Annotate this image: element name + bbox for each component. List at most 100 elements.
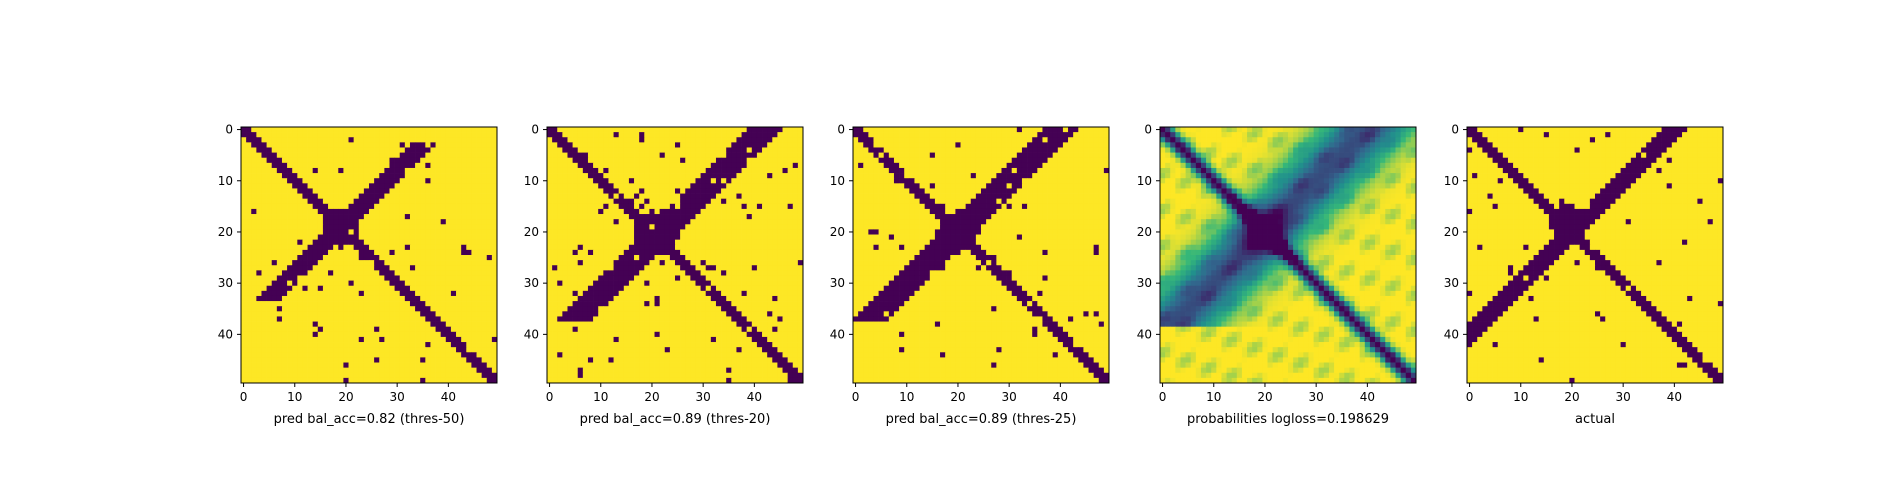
heatmap-cell (266, 203, 273, 210)
heatmap-cell (297, 229, 303, 235)
heatmap-cell (767, 280, 773, 287)
heatmap-cell (767, 208, 773, 215)
heatmap-cell (399, 295, 406, 302)
heatmap-cell (634, 127, 640, 133)
heatmap-cell (276, 265, 283, 271)
heatmap-cell (343, 249, 349, 256)
heatmap-cell (782, 188, 788, 194)
heatmap-cell (797, 127, 804, 133)
heatmap-cell (572, 178, 579, 184)
heatmap-cell (782, 342, 788, 348)
heatmap-cell (690, 229, 696, 235)
heatmap-cell (471, 183, 477, 189)
heatmap-cell (736, 132, 742, 138)
heatmap-cell (547, 295, 553, 302)
heatmap-cell (425, 270, 431, 276)
heatmap-cell (654, 367, 660, 374)
heatmap-cell (710, 203, 717, 210)
heatmap-cell (721, 173, 727, 179)
heatmap-cell (374, 265, 380, 271)
heatmap-cell (343, 147, 349, 153)
heatmap-cell (797, 342, 804, 348)
heatmap-cell (471, 342, 477, 348)
heatmap-cell (552, 255, 558, 261)
heatmap-cell (241, 255, 247, 261)
heatmap-cell (456, 178, 462, 184)
heatmap-cell (276, 306, 283, 312)
heatmap-cell (369, 214, 375, 220)
heatmap-cell (276, 147, 283, 153)
heatmap-cell (348, 239, 354, 246)
heatmap-cell (741, 301, 748, 307)
heatmap-cell (623, 255, 630, 261)
heatmap-cell (389, 167, 395, 174)
heatmap-cell (762, 152, 768, 159)
heatmap-cell (486, 234, 493, 240)
heatmap-cell (276, 193, 283, 200)
heatmap-cell (379, 208, 385, 215)
heatmap-cell (690, 167, 696, 174)
heatmap-cell (241, 178, 247, 184)
heatmap-cell (654, 193, 660, 200)
heatmap-cell (705, 208, 712, 215)
heatmap-cell (456, 362, 462, 368)
heatmap-cell (710, 280, 717, 287)
heatmap-cell (664, 270, 671, 276)
heatmap-cell (721, 229, 727, 235)
heatmap-cell (471, 142, 477, 148)
heatmap-cell (695, 311, 701, 317)
heatmap-cell (333, 326, 339, 333)
heatmap-cell (440, 132, 447, 138)
heatmap-cell (297, 295, 303, 302)
heatmap-cell (404, 167, 411, 174)
heatmap-cell (608, 162, 614, 169)
heatmap-cell (317, 306, 324, 312)
heatmap-cell (797, 306, 804, 312)
heatmap-cell (736, 311, 742, 317)
heatmap-cell (675, 167, 681, 174)
heatmap-cell (466, 147, 472, 153)
heatmap-cell (751, 147, 758, 153)
heatmap-cell (404, 331, 411, 338)
heatmap-cell (435, 342, 442, 348)
heatmap-cell (287, 157, 293, 164)
heatmap-cell (461, 167, 467, 174)
heatmap-cell (547, 244, 553, 251)
heatmap-cell (767, 219, 773, 225)
heatmap-cell (251, 208, 257, 215)
heatmap-cell (634, 249, 640, 256)
heatmap-cell (276, 224, 283, 230)
heatmap-cell (746, 167, 753, 174)
heatmap-cell (404, 137, 411, 143)
heatmap-cell (593, 362, 599, 368)
heatmap-cell (685, 357, 691, 363)
heatmap-cell (690, 367, 696, 374)
heatmap-cell (256, 352, 262, 358)
heatmap-cell (746, 239, 753, 246)
heatmap-cell (312, 362, 319, 368)
heatmap-cell (623, 203, 630, 210)
heatmap-cell (577, 295, 584, 302)
heatmap-cell (705, 362, 712, 368)
heatmap-cell (491, 352, 498, 358)
heatmap-cell (644, 152, 650, 159)
heatmap-cell (557, 152, 563, 159)
heatmap-cell (613, 188, 620, 194)
heatmap-cell (297, 188, 303, 194)
heatmap-cell (358, 147, 365, 153)
heatmap-cell (266, 157, 273, 164)
heatmap-cell (404, 347, 411, 353)
heatmap-cell (384, 362, 390, 368)
heatmap-cell (307, 249, 314, 256)
heatmap-cell (435, 301, 442, 307)
heatmap-cell (409, 301, 416, 307)
heatmap-cell (353, 224, 360, 230)
heatmap-cell (792, 127, 799, 133)
heatmap-cell (613, 152, 620, 159)
heatmap-cell (389, 162, 395, 169)
heatmap-cell (476, 178, 482, 184)
heatmap-cell (466, 352, 472, 358)
heatmap-cell (476, 137, 482, 143)
heatmap-cell (486, 260, 493, 266)
heatmap-cell (613, 214, 620, 220)
